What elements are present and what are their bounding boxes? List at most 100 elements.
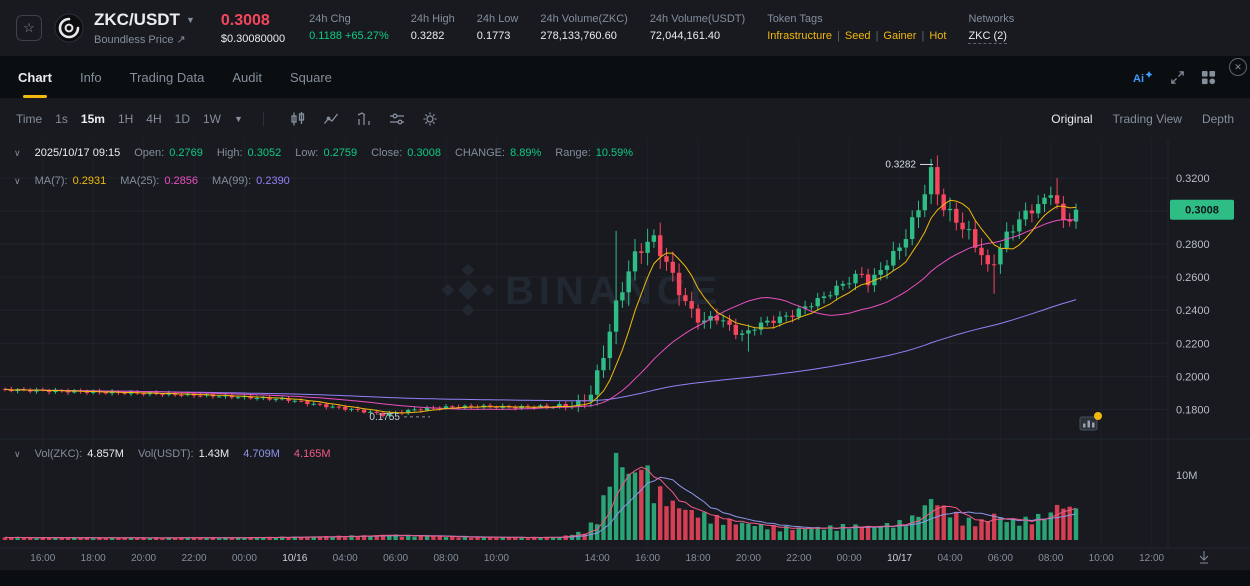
compare-icon[interactable] — [389, 111, 405, 127]
header: ☆ ZKC/USDT ▼ Boundless Price ↗ 0.3008 $0… — [0, 0, 1250, 56]
tab-trading-data[interactable]: Trading Data — [129, 69, 205, 85]
svg-text:Ai: Ai — [1133, 73, 1144, 85]
svg-text:16:00: 16:00 — [30, 553, 55, 564]
view-tradingview[interactable]: Trading View — [1112, 112, 1182, 126]
divider — [262, 112, 264, 126]
collapse-chevron-icon[interactable]: ∨ — [14, 147, 21, 158]
high-value: 0.3052 — [247, 147, 282, 159]
chart-toolbar: Time 1s 15m 1H 4H 1D 1W ▼ — [0, 98, 1250, 140]
svg-text:18:00: 18:00 — [685, 553, 710, 564]
svg-text:10M: 10M — [1176, 470, 1197, 482]
svg-text:06:00: 06:00 — [988, 553, 1013, 564]
vol-ma-slow-value: 4.709M — [243, 448, 280, 460]
interval-4h[interactable]: 4H — [146, 112, 162, 126]
svg-text:0.3200: 0.3200 — [1176, 173, 1210, 185]
svg-text:16:00: 16:00 — [635, 553, 660, 564]
volume-bars — [2, 452, 1079, 540]
svg-text:10/16: 10/16 — [282, 553, 307, 564]
ohlc-legend: ∨ 2025/10/17 09:15 Open: 0.2769 High: 0.30… — [14, 147, 633, 159]
ma25-value: 0.2856 — [164, 175, 199, 187]
view-depth[interactable]: Depth — [1201, 112, 1234, 126]
view-original[interactable]: Original — [1051, 112, 1093, 126]
tab-chart[interactable]: Chart — [18, 56, 52, 98]
price-block: 0.3008 $0.30080000 — [221, 12, 285, 45]
tag-gainer[interactable]: Gainer — [883, 29, 917, 42]
svg-text:0.2200: 0.2200 — [1176, 338, 1210, 350]
pair-symbol: ZKC/USDT — [94, 10, 180, 29]
svg-text:20:00: 20:00 — [131, 553, 156, 564]
interval-dropdown-icon[interactable]: ▼ — [233, 114, 243, 124]
tab-square[interactable]: Square — [289, 69, 332, 85]
interval-1d[interactable]: 1D — [174, 112, 190, 126]
svg-text:0.3008: 0.3008 — [1185, 205, 1219, 217]
networks: Networks ZKC (2) — [968, 12, 1015, 44]
interval-1w[interactable]: 1W — [202, 112, 221, 126]
volume-legend: ∨ Vol(ZKC): 4.857M Vol(USDT): 1.43M 4.709M… — [14, 448, 331, 460]
layout-grid-icon[interactable] — [1201, 70, 1216, 85]
tag-seed[interactable]: Seed — [844, 29, 871, 42]
change-value: 8.89% — [510, 147, 542, 159]
svg-text:08:00: 08:00 — [433, 553, 458, 564]
chart-widgets[interactable] — [1079, 412, 1102, 431]
candlestick-chart[interactable]: BINANCE0.32000.30000.28000.26000.24000.2… — [0, 140, 1250, 586]
annotations: 0.3282 0.1755 — [369, 159, 933, 423]
open-stat: Open: 0.2769 — [134, 147, 203, 159]
candlestick-style-icon[interactable] — [290, 111, 306, 127]
svg-text:0.3282: 0.3282 — [885, 159, 916, 170]
svg-text:10:00: 10:00 — [1089, 553, 1114, 564]
vol-zkc-value: 4.857M — [87, 448, 124, 460]
star-icon: ☆ — [23, 20, 35, 35]
svg-text:20:00: 20:00 — [736, 553, 761, 564]
chevron-down-icon: ▼ — [185, 15, 195, 25]
tab-bar: Chart Info Trading Data Audit Square Ai — [0, 56, 1250, 98]
interval-1h[interactable]: 1H — [117, 112, 134, 126]
candle-datetime: 2025/10/17 09:15 — [34, 147, 121, 159]
pair-selector[interactable]: ZKC/USDT ▼ — [94, 10, 195, 30]
ai-icon[interactable]: Ai — [1132, 69, 1154, 85]
indicators-icon[interactable] — [356, 111, 372, 127]
svg-text:22:00: 22:00 — [786, 553, 811, 564]
svg-text:00:00: 00:00 — [232, 553, 257, 564]
settings-gear-icon[interactable] — [422, 111, 438, 127]
svg-text:00:00: 00:00 — [837, 553, 862, 564]
fullscreen-icon[interactable] — [1170, 70, 1185, 85]
vol-zkc-stat: Vol(ZKC): 4.857M — [34, 448, 124, 460]
svg-text:22:00: 22:00 — [181, 553, 206, 564]
token-tags: Token Tags Infrastructure | Seed | Gaine… — [767, 12, 947, 42]
tab-audit[interactable]: Audit — [232, 69, 262, 85]
tag-infrastructure[interactable]: Infrastructure — [767, 29, 832, 42]
svg-text:0.2800: 0.2800 — [1176, 239, 1210, 251]
svg-text:12:00: 12:00 — [1139, 553, 1164, 564]
tab-info[interactable]: Info — [79, 69, 102, 85]
close-icon[interactable]: ✕ — [1229, 58, 1247, 76]
change-stat: CHANGE: 8.89% — [454, 147, 542, 159]
interval-1s[interactable]: 1s — [55, 112, 68, 126]
collapse-chevron-icon[interactable]: ∨ — [14, 175, 21, 186]
collapse-chevron-icon[interactable]: ∨ — [14, 448, 21, 459]
range-stat: Range: 10.59% — [555, 147, 634, 159]
high-stat: High: 0.3052 — [216, 147, 282, 159]
svg-text:10/17: 10/17 — [887, 553, 912, 564]
coin-name-link[interactable]: Boundless Price ↗ — [94, 33, 195, 47]
interval-15m[interactable]: 15m — [80, 112, 105, 126]
svg-text:BINANCE: BINANCE — [505, 269, 722, 313]
volume-ma-lines — [4, 466, 1077, 539]
favorite-star-button[interactable]: ☆ — [16, 15, 42, 41]
line-chart-icon[interactable] — [323, 111, 339, 127]
market-stats: 24h Chg 0.1188 +65.27% 24h High 0.3282 2… — [309, 13, 1014, 44]
last-price-badge: 0.3008 — [1170, 199, 1234, 220]
svg-text:0.2000: 0.2000 — [1176, 371, 1210, 383]
close-value: 0.3008 — [407, 147, 441, 159]
svg-text:04:00: 04:00 — [333, 553, 358, 564]
time-axis[interactable]: 16:00 18:00 20:00 22:00 00:00 10/16 04:00 06:00… — [30, 551, 1209, 564]
networks-value[interactable]: ZKC (2) — [968, 29, 1007, 44]
ma-lines — [4, 199, 1077, 414]
stat-24h-chg: 24h Chg 0.1188 +65.27% — [309, 12, 389, 42]
binance-watermark: BINANCE — [441, 263, 722, 317]
tag-hot[interactable]: Hot — [929, 29, 947, 42]
pane-separators — [0, 140, 1250, 549]
symbol-block: ZKC/USDT ▼ Boundless Price ↗ — [94, 10, 195, 46]
range-value: 10.59% — [595, 147, 634, 159]
vol-usdt-stat: Vol(USDT): 1.43M — [137, 448, 230, 460]
stat-24h-high: 24h High 0.3282 — [410, 12, 455, 42]
